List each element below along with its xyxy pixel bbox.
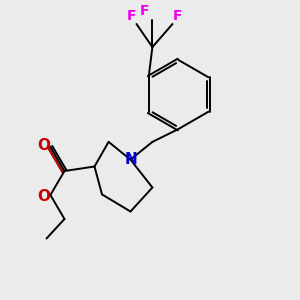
Text: F: F: [173, 9, 183, 23]
Text: O: O: [37, 189, 50, 204]
Text: O: O: [37, 138, 50, 153]
Text: F: F: [140, 4, 150, 18]
Text: F: F: [127, 9, 137, 23]
Text: N: N: [124, 152, 137, 167]
